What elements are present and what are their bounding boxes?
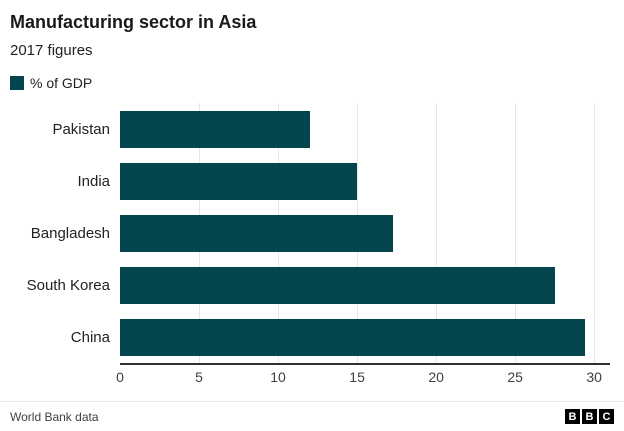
legend: % of GDP [10, 75, 610, 91]
tick-label: 15 [349, 369, 365, 385]
tick-label: 10 [270, 369, 286, 385]
category-label: Bangladesh [30, 224, 110, 242]
bbc-logo-block: B [565, 409, 580, 424]
tick-label: 25 [507, 369, 523, 385]
bar [120, 214, 394, 252]
tick-label: 0 [116, 369, 124, 385]
bbc-logo-block: C [599, 409, 614, 424]
bar-row: Pakistan [10, 103, 610, 155]
x-axis-ticks: 0 5 10 15 20 25 30 [116, 363, 610, 387]
legend-swatch [10, 76, 24, 90]
legend-label: % of GDP [30, 75, 93, 91]
category-label: India [77, 172, 110, 190]
bar [120, 162, 358, 200]
bbc-logo-block: B [582, 409, 597, 424]
bar [120, 266, 555, 304]
bar-rows: Pakistan India Bangladesh South Korea China [10, 103, 610, 363]
bar-track [120, 266, 610, 304]
bar [120, 318, 585, 356]
tick-label: 5 [195, 369, 203, 385]
chart-subtitle: 2017 figures [10, 42, 93, 59]
category-label: South Korea [26, 276, 110, 294]
source-label: World Bank data [10, 409, 99, 424]
tick-label: 30 [586, 369, 602, 385]
category-label: China [70, 328, 110, 346]
bar-row: India [10, 155, 610, 207]
x-axis-line [120, 363, 610, 365]
bar-track [120, 214, 610, 252]
bar-track [120, 318, 610, 356]
category-label: Pakistan [52, 120, 110, 138]
chart-title: Manufacturing sector in Asia [10, 12, 257, 32]
bar [120, 110, 310, 148]
bar-row: China [10, 311, 610, 363]
bar-chart: Pakistan India Bangladesh South Korea China … [10, 103, 610, 387]
bar-row: South Korea [10, 259, 610, 311]
bar-track [120, 110, 610, 148]
bar-track [120, 162, 610, 200]
bar-row: Bangladesh [10, 207, 610, 259]
tick-label: 20 [428, 369, 444, 385]
